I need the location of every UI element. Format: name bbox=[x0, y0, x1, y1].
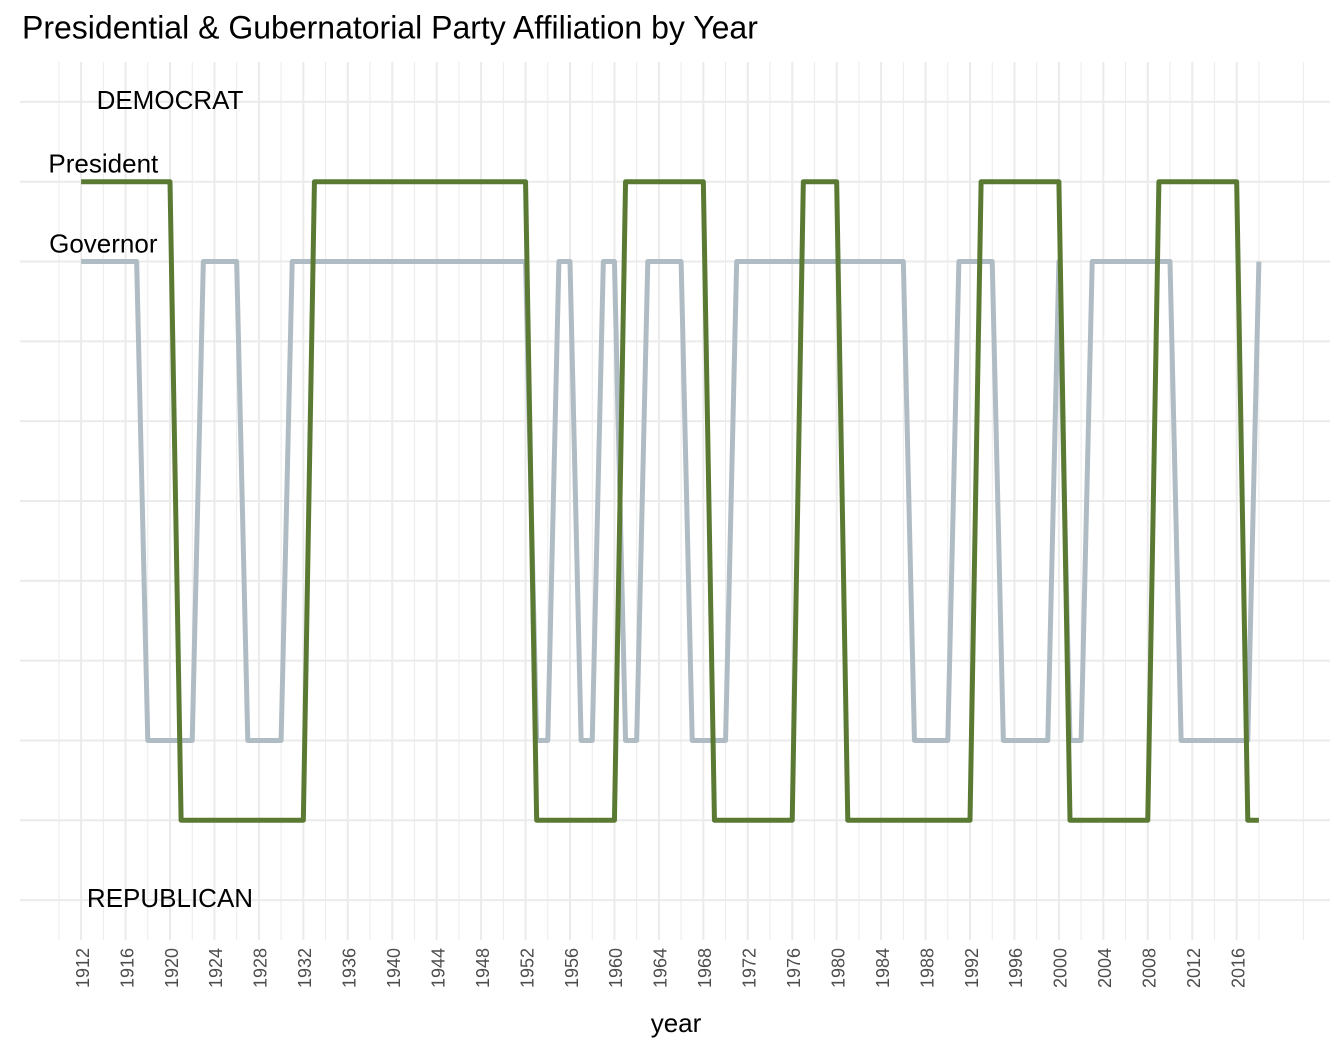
x-tick-label: 1972 bbox=[740, 948, 760, 988]
x-tick-label: 1984 bbox=[873, 948, 893, 988]
x-tick-label: 1936 bbox=[340, 948, 360, 988]
chart-title: Presidential & Gubernatorial Party Affil… bbox=[22, 9, 758, 45]
x-tick-label: 1992 bbox=[962, 948, 982, 988]
x-tick-label: 2016 bbox=[1228, 948, 1248, 988]
x-tick-label: 2000 bbox=[1051, 948, 1071, 988]
annotation: Governor bbox=[49, 228, 158, 258]
annotation: DEMOCRAT bbox=[97, 85, 244, 115]
x-tick-label: 1932 bbox=[295, 948, 315, 988]
x-tick-label: 1988 bbox=[917, 948, 937, 988]
x-tick-label: 1980 bbox=[828, 948, 848, 988]
x-tick-label: 1960 bbox=[606, 948, 626, 988]
x-tick-label: 2008 bbox=[1140, 948, 1160, 988]
x-tick-label: 1948 bbox=[473, 948, 493, 988]
x-tick-label: 1956 bbox=[562, 948, 582, 988]
x-tick-label: 1976 bbox=[784, 948, 804, 988]
annotation: REPUBLICAN bbox=[87, 883, 253, 913]
x-tick-label: 1912 bbox=[73, 948, 93, 988]
x-tick-label: 1940 bbox=[384, 948, 404, 988]
x-tick-label: 1928 bbox=[251, 948, 271, 988]
x-tick-label: 1996 bbox=[1006, 948, 1026, 988]
line-series bbox=[81, 179, 1259, 823]
annotation: President bbox=[48, 149, 159, 179]
x-tick-label: 1916 bbox=[117, 948, 137, 988]
x-tick-label: 2004 bbox=[1095, 948, 1115, 988]
x-tick-label: 2012 bbox=[1184, 948, 1204, 988]
x-tick-label: 1920 bbox=[162, 948, 182, 988]
x-tick-label: 1944 bbox=[428, 948, 448, 988]
x-tick-label: 1968 bbox=[695, 948, 715, 988]
x-tick-label: 1964 bbox=[651, 948, 671, 988]
x-tick-label: 1952 bbox=[517, 948, 537, 988]
x-tick-label: 1924 bbox=[206, 948, 226, 988]
x-axis-title: year bbox=[651, 1008, 702, 1038]
